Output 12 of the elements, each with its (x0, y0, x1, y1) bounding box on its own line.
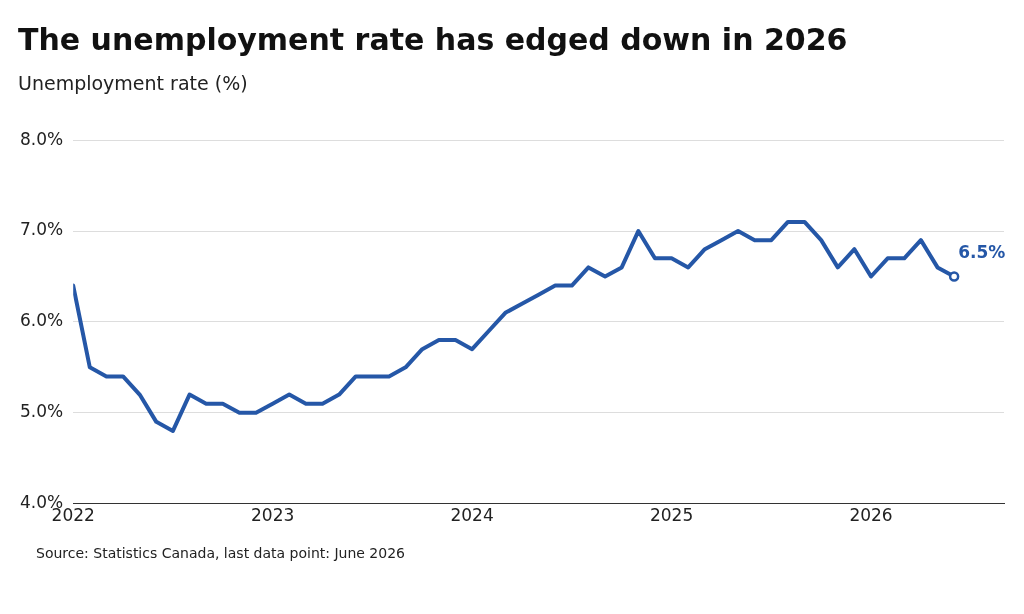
source-note: Source: Statistics Canada, last data point: June 2026 (36, 545, 405, 561)
x-tick-label: 2023 (251, 505, 295, 526)
y-tick-label: 8.0% (19, 128, 64, 149)
y-tick-label: 7.0% (19, 219, 64, 240)
x-tick-label: 2025 (649, 505, 694, 526)
y-axis-title: Unemployment rate (%) (18, 72, 248, 94)
chart-title: The unemployment rate has edged down in 2026 (18, 22, 848, 57)
y-tick-label: 6.0% (19, 310, 64, 331)
x-tick-label: 2024 (450, 505, 494, 526)
x-tick-label: 2026 (849, 505, 893, 526)
y-tick-label: 5.0% (19, 401, 64, 422)
data-label: 6.5% (958, 242, 1006, 263)
